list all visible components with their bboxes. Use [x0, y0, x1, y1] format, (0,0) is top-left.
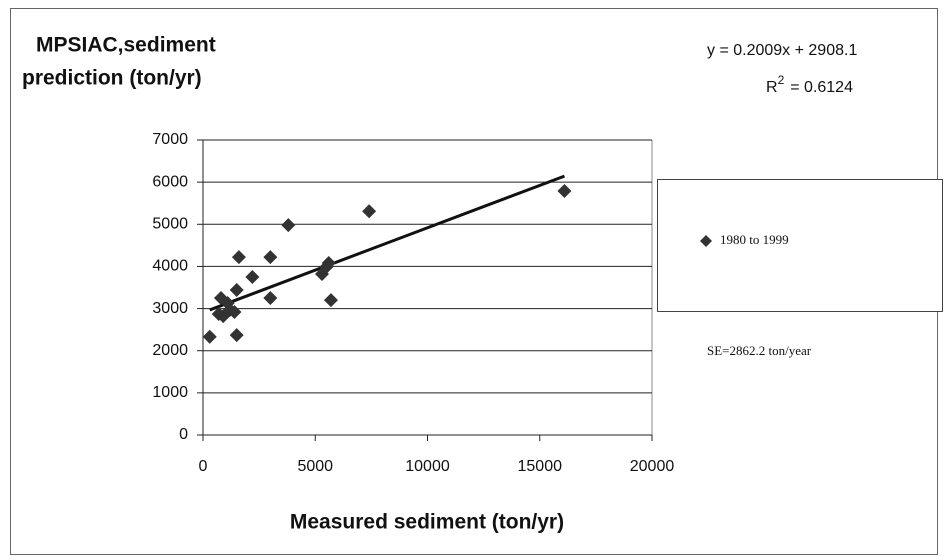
- data-point: [202, 329, 217, 344]
- trend-line: [209, 174, 565, 312]
- y-tick-label: 6000: [152, 173, 188, 190]
- data-point: [321, 256, 336, 271]
- data-point: [557, 183, 572, 198]
- y-tick-label: 5000: [152, 216, 188, 233]
- y-tick-label: 3000: [152, 300, 188, 317]
- r-squared: R2 = 0.6124: [766, 73, 853, 96]
- legend-marker: [700, 235, 712, 247]
- r2-exponent: 2: [778, 73, 785, 87]
- data-point: [231, 250, 246, 265]
- data-point: [229, 328, 244, 343]
- y-tick-label: 7000: [152, 131, 188, 148]
- data-point: [362, 204, 377, 219]
- data-point: [245, 269, 260, 284]
- y-tick-label: 4000: [152, 258, 188, 275]
- y-tick-label: 0: [179, 426, 188, 443]
- chart-title: MPSIAC,sediment: [36, 34, 216, 57]
- data-point: [229, 283, 244, 298]
- legend-label: 1980 to 1999: [720, 232, 789, 247]
- r2-label: R: [766, 79, 778, 96]
- data-point: [263, 291, 278, 306]
- x-tick-label: 10000: [405, 458, 450, 475]
- x-tick-label: 5000: [297, 458, 333, 475]
- y-tick-label: 2000: [152, 342, 188, 359]
- x-axis-label: Measured sediment (ton/yr): [290, 511, 564, 534]
- equation: y = 0.2009x + 2908.1: [707, 42, 857, 59]
- x-tick-label: 20000: [630, 458, 675, 475]
- y-tick-label: 1000: [152, 384, 188, 401]
- legend-box: [657, 179, 943, 312]
- se-note: SE=2862.2 ton/year: [707, 343, 812, 358]
- chart-title: prediction (ton/yr): [22, 67, 202, 90]
- data-point: [323, 293, 338, 308]
- data-point: [281, 218, 296, 233]
- x-tick-label: 15000: [518, 458, 563, 475]
- data-point: [263, 250, 278, 265]
- data-point: [227, 304, 242, 319]
- x-tick-label: 0: [199, 458, 208, 475]
- r2-value: = 0.6124: [790, 79, 853, 96]
